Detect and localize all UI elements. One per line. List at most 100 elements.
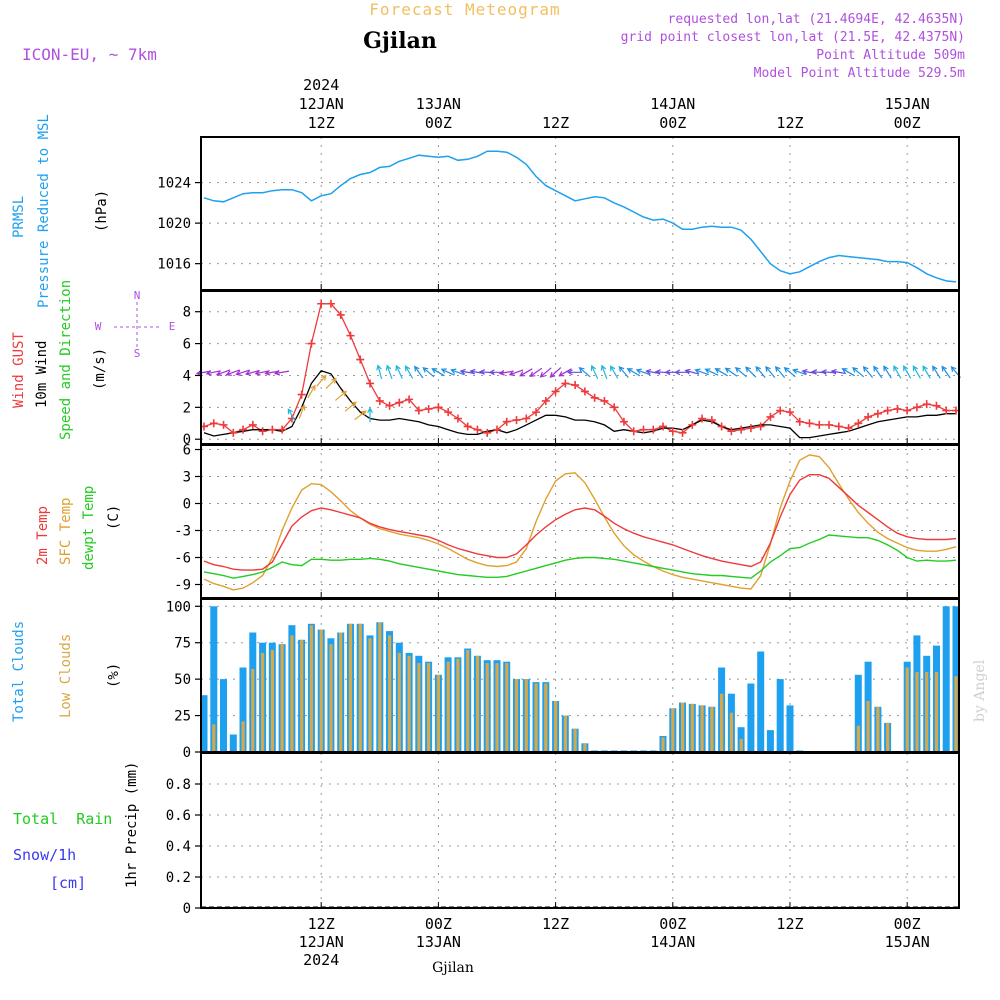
wind-ytick-label: 8 — [183, 305, 191, 321]
low-clouds-bar — [241, 721, 245, 752]
gust-marker — [356, 355, 365, 364]
low-clouds-bar — [876, 706, 880, 752]
gust-marker — [756, 422, 765, 431]
snow-label: Snow/1h — [13, 846, 76, 864]
temp-ytick-label: -6 — [174, 551, 191, 567]
gust-marker — [717, 422, 726, 431]
snow-unit-label: [cm] — [50, 874, 86, 892]
gust-marker — [776, 406, 785, 415]
wind-direction-arrow — [431, 368, 445, 377]
gust-marker — [366, 379, 375, 388]
clouds-ytick-label: 100 — [166, 599, 191, 615]
wind-direction-arrow — [273, 369, 290, 376]
low-clouds-bar — [856, 725, 860, 752]
pressure-label-2: Pressure Reduced to MSL — [36, 114, 52, 308]
total-clouds-bar — [757, 651, 765, 752]
low-clouds-bar — [681, 702, 685, 752]
wind-direction-arrow — [714, 368, 728, 377]
gust-marker — [278, 425, 287, 434]
low-clouds-bar — [505, 663, 509, 752]
low-clouds-bar — [319, 629, 323, 752]
wind-direction-arrow — [578, 366, 591, 378]
wind-ytick-label: 0 — [183, 432, 191, 448]
gust-marker — [766, 412, 775, 421]
wind-ytick-label: 4 — [183, 368, 191, 384]
wind-direction-arrow — [225, 369, 241, 376]
gust-marker — [453, 414, 462, 423]
precip-ytick-label: 0.4 — [166, 839, 191, 855]
compass-n: N — [134, 289, 141, 302]
low-clouds-bar — [436, 674, 440, 752]
low-clouds-bar — [466, 650, 470, 752]
wind-direction-arrow — [893, 365, 902, 379]
gust-marker — [854, 419, 863, 428]
low-clouds-bar — [417, 663, 421, 752]
pressure-labels: PRMSL Pressure Reduced to MSL (hPa) — [11, 114, 110, 308]
gust-marker — [659, 422, 668, 431]
wind-direction-arrow — [883, 365, 892, 379]
low-clouds-bar — [729, 712, 733, 752]
temp-frame — [200, 444, 960, 599]
clouds-panel: 0 25 50 75 100 — [166, 599, 959, 761]
time-label-bottom: 12Z — [776, 915, 803, 933]
wind-direction-arrow — [539, 367, 552, 378]
temp-2m-line — [203, 474, 957, 571]
gust-marker — [883, 406, 892, 415]
low-clouds-bar — [671, 708, 675, 752]
wind-direction-arrow — [566, 369, 583, 376]
low-clouds-bar — [456, 658, 460, 752]
gust-marker — [317, 299, 326, 308]
wind-direction-arrow — [830, 368, 846, 375]
total-clouds-bar — [229, 734, 237, 752]
wind-direction-arrow — [922, 365, 931, 379]
gust-marker — [678, 428, 687, 437]
compass-e: E — [169, 320, 176, 333]
low-clouds-bar — [886, 722, 890, 752]
time-label-top: 14JAN — [650, 95, 695, 113]
gust-marker — [805, 419, 814, 428]
rain-label: Total Rain — [13, 810, 112, 828]
wind-direction-arrow — [774, 365, 786, 378]
wind-direction-arrow — [852, 366, 865, 378]
wind-direction-arrow — [316, 374, 327, 387]
low-clouds-bar — [524, 679, 528, 752]
low-clouds-bar — [495, 663, 499, 752]
low-clouds-bar — [661, 737, 665, 752]
wind-direction-arrow — [724, 367, 738, 377]
gust-marker — [307, 339, 316, 348]
gust-marker — [414, 406, 423, 415]
wind-speed-line — [203, 369, 956, 439]
time-label-top: 00Z — [425, 114, 452, 132]
wind-direction-arrow — [344, 401, 357, 412]
wind-direction-arrow — [404, 365, 414, 379]
prmsl-line — [203, 150, 957, 283]
requested-coords: requested lon,lat (21.4694E, 42.4635N) — [668, 12, 965, 27]
time-label-bottom: 12JAN — [299, 933, 344, 951]
gust-marker — [502, 417, 511, 426]
total-clouds-bar — [239, 667, 247, 752]
wind-direction-arrow — [205, 370, 221, 376]
total-clouds-bar — [202, 695, 208, 752]
gust-marker — [795, 417, 804, 426]
cloud-label-1: Total Clouds — [11, 621, 27, 722]
low-clouds-bar — [309, 625, 313, 752]
gust-marker — [561, 379, 570, 388]
time-label-bottom: 13JAN — [416, 933, 461, 951]
low-clouds-bar — [329, 644, 333, 752]
gust-marker — [815, 420, 824, 429]
wind-direction-arrow — [600, 364, 608, 380]
gust-marker — [532, 408, 541, 417]
precip-panel: 0 0.2 0.4 0.6 0.8 — [166, 753, 959, 917]
precip-ytick-label: 0.6 — [166, 808, 191, 824]
temp-panel: -9 -6 -3 0 3 6 — [174, 443, 959, 598]
pressure-unit: (hPa) — [94, 190, 110, 232]
wind-label-1: Wind GUST — [11, 332, 27, 408]
total-clouds-bar — [942, 606, 950, 752]
low-clouds-bar — [554, 701, 558, 752]
gust-marker — [258, 427, 267, 436]
low-clouds-bar — [475, 655, 480, 752]
pressure-frame — [200, 136, 960, 291]
model-name: ICON-EU, ~ 7km — [22, 45, 157, 64]
